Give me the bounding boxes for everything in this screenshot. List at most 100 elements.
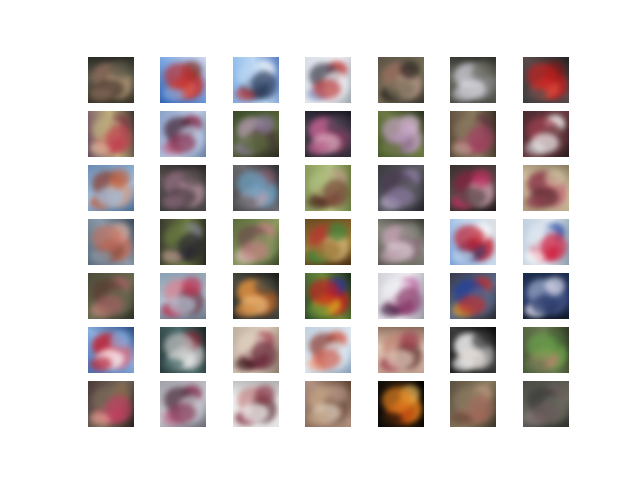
sample-image-tile (523, 165, 569, 211)
sample-image-tile (305, 57, 351, 103)
sample-image-tile (305, 273, 351, 319)
image-blob (255, 385, 275, 403)
sample-image-tile (233, 165, 279, 211)
image-blob (164, 333, 194, 359)
sample-image-tile (233, 57, 279, 103)
image-blob (525, 357, 547, 371)
sample-image-tile (450, 165, 496, 211)
sample-image-tile (305, 165, 351, 211)
image-blob (454, 225, 484, 251)
image-blob (531, 403, 559, 423)
image-blob (382, 387, 412, 413)
sample-image-tile (160, 381, 206, 427)
image-blob (110, 61, 130, 79)
sample-image-tile (523, 381, 569, 427)
sample-image-tile (378, 219, 424, 265)
image-blob (307, 141, 329, 155)
sample-image-tile (160, 327, 206, 373)
image-blob (96, 295, 124, 315)
sample-image-tile (378, 165, 424, 211)
image-blob (90, 87, 112, 101)
image-blob (162, 195, 184, 209)
sample-image-tile (523, 273, 569, 319)
sample-image-tile (378, 273, 424, 319)
sample-image-tile (305, 111, 351, 157)
image-blob (182, 277, 202, 295)
image-blob (164, 63, 194, 89)
image-blob (386, 349, 414, 369)
image-blob (472, 61, 492, 79)
image-blob (168, 295, 196, 315)
sample-image-tile (160, 57, 206, 103)
image-blob (313, 349, 341, 369)
image-blob (307, 411, 329, 425)
sample-image-tile (450, 111, 496, 157)
image-blob (400, 61, 420, 79)
image-blob (92, 225, 122, 251)
image-blob (309, 279, 339, 305)
sample-image-tile (523, 111, 569, 157)
image-blob (382, 117, 412, 143)
sample-image-tile (88, 219, 134, 265)
sample-image-tile (88, 165, 134, 211)
image-blob (241, 403, 269, 423)
image-blob (90, 249, 112, 263)
image-blob (468, 395, 494, 423)
sample-image-tile (160, 165, 206, 211)
image-blob (168, 403, 196, 423)
image-blob (162, 87, 184, 101)
sample-image-tile (88, 381, 134, 427)
sample-image-tile (88, 111, 134, 157)
image-blob (380, 141, 402, 155)
image-blob (327, 223, 347, 241)
sample-image-tile (378, 111, 424, 157)
sample-image-tile (523, 219, 569, 265)
sample-image-tile (88, 327, 134, 373)
image-blob (323, 179, 349, 207)
image-blob (525, 87, 547, 101)
image-blob (110, 169, 130, 187)
sample-image-tile (88, 57, 134, 103)
sample-image-tile (305, 327, 351, 373)
sample-image-tile (450, 57, 496, 103)
image-blob (468, 125, 494, 153)
image-blob (380, 249, 402, 263)
image-blob (241, 133, 269, 153)
image-blob (313, 79, 341, 99)
image-blob (251, 71, 277, 99)
image-blob (255, 277, 275, 295)
sample-image-tile (450, 327, 496, 373)
image-blob (241, 241, 269, 261)
sample-image-tile (233, 327, 279, 373)
image-blob (458, 187, 486, 207)
sample-image-tile (523, 57, 569, 103)
sample-image-tile (233, 219, 279, 265)
image-blob (527, 333, 557, 359)
image-blob (380, 411, 402, 425)
sample-image-tile (88, 273, 134, 319)
image-blob (178, 233, 204, 261)
image-blob (452, 249, 474, 263)
image-blob (251, 341, 277, 369)
image-blob (386, 187, 414, 207)
image-blob (531, 295, 559, 315)
image-blob (255, 115, 275, 133)
sample-image-tile (305, 381, 351, 427)
image-blob (235, 303, 257, 317)
image-blob (531, 133, 559, 153)
sample-image-tile (378, 381, 424, 427)
image-blob (545, 169, 565, 187)
image-blob (545, 277, 565, 295)
image-blob (396, 287, 422, 315)
image-blob (327, 385, 347, 403)
sample-image-tile (160, 111, 206, 157)
sample-image-tile (378, 327, 424, 373)
image-blob (452, 87, 474, 101)
image-blob (96, 187, 124, 207)
image-blob (313, 241, 341, 261)
image-blob (472, 331, 492, 349)
image-blob (235, 195, 257, 209)
image-blob (106, 395, 132, 423)
image-blob (168, 133, 196, 153)
